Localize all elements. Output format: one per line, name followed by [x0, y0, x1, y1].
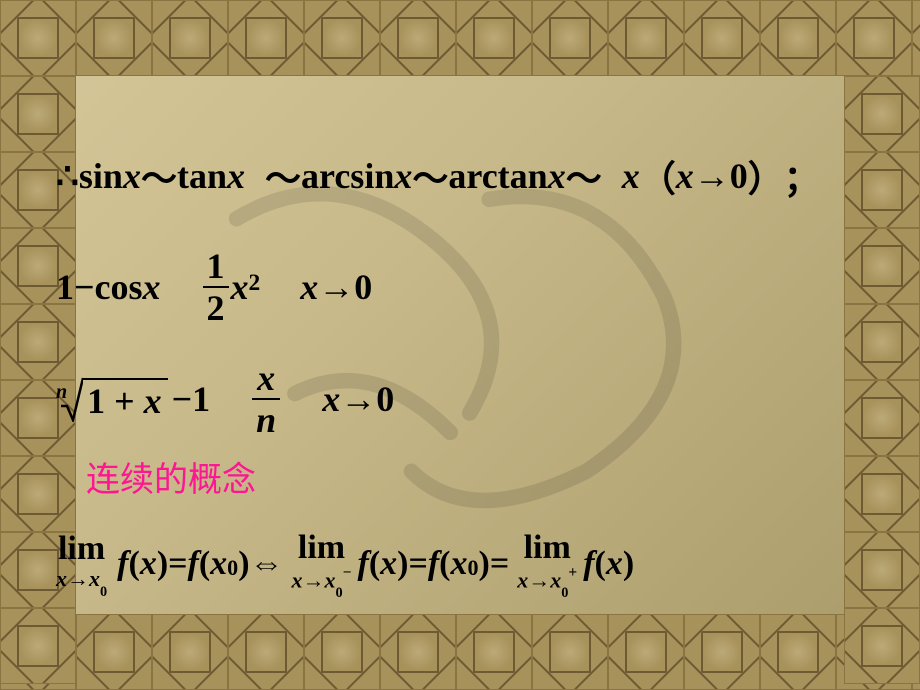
paren: ) [397, 545, 408, 583]
var-x: x [56, 566, 67, 591]
f: f [583, 545, 594, 583]
root-equiv-line: n 1 + x − 1 x n x→0 [56, 360, 864, 438]
border-top [0, 0, 920, 76]
minus: − [74, 266, 95, 308]
exponent: 2 [249, 270, 261, 297]
paren: ) [157, 545, 168, 583]
paren: ( [369, 545, 380, 583]
arrow: → [318, 266, 354, 308]
plus: + [568, 564, 577, 581]
equals: = [490, 545, 509, 583]
var-x: x [231, 266, 249, 308]
var-x: x [325, 567, 336, 592]
zero: 0 [227, 555, 238, 581]
f: f [357, 545, 368, 583]
tilde: ～ [566, 150, 602, 202]
sin: sin [79, 155, 123, 197]
one: 1 [87, 381, 105, 421]
lim-op: lim [298, 531, 345, 565]
zero: 0 [730, 155, 748, 197]
paren: ( [128, 545, 139, 583]
continuity-heading: 连续的概念 [86, 452, 864, 501]
f: f [188, 545, 199, 583]
var-x: x [322, 378, 340, 420]
arrow: → [340, 378, 376, 420]
semicolon: ； [784, 150, 820, 202]
equals: = [408, 545, 427, 583]
var-x: x [451, 545, 468, 583]
var-x: x [606, 545, 623, 583]
limit-left: lim x→x0− [292, 531, 352, 596]
denominator: n [252, 398, 280, 438]
radical-icon [61, 376, 83, 422]
numerator: x [253, 360, 279, 398]
nth-root: n 1 + x [56, 376, 168, 422]
zero: 0 [468, 555, 479, 581]
arrow: → [694, 155, 730, 197]
minus: − [172, 378, 193, 420]
iff: ⇔ [250, 545, 284, 583]
paren-open: （ [640, 150, 676, 202]
f: f [428, 545, 439, 583]
var-x: x [622, 155, 640, 197]
var-x: x [210, 545, 227, 583]
var-x: x [227, 155, 245, 197]
border-bottom [0, 614, 920, 690]
arcsin: arcsin [301, 155, 394, 197]
var-x: x [300, 266, 318, 308]
limit-right: lim x→x0+ [517, 531, 577, 596]
arrow: → [67, 566, 89, 591]
tilde: ～ [412, 150, 448, 202]
var-x: x [550, 567, 561, 592]
cos-equiv-line: 1 − cos x 1 2 x2 x→0 [56, 248, 864, 326]
paren: ( [199, 545, 210, 583]
one: 1 [56, 266, 74, 308]
paren: ) [623, 545, 634, 583]
var-x: x [89, 566, 100, 591]
limit: lim x→x0 [56, 532, 107, 595]
paren-close: ） [748, 150, 784, 202]
var-x: x [380, 545, 397, 583]
therefore-symbol: ∴ [56, 155, 79, 197]
tilde: ～ [141, 150, 177, 202]
var-x: x [676, 155, 694, 197]
paren: ( [439, 545, 450, 583]
tan: tan [177, 155, 227, 197]
var-x: x [144, 381, 162, 421]
f: f [117, 545, 128, 583]
lim-op: lim [58, 532, 105, 566]
zero: 0 [336, 585, 343, 601]
tilde: ～ [265, 150, 301, 202]
numerator: 1 [203, 248, 229, 286]
continuity-definition: lim x→x0 f(x) = f(x0) ⇔ lim x→x0− f(x) =… [56, 531, 864, 596]
zero: 0 [376, 378, 394, 420]
arctan: arctan [448, 155, 547, 197]
minus: − [343, 564, 352, 581]
x-over-n: x n [252, 360, 280, 438]
slide-content: ∴ sinx ～ tanx ～ arcsinx ～ arctanx ～ x （ … [56, 150, 864, 610]
paren: ( [595, 545, 606, 583]
denominator: 2 [203, 286, 229, 326]
arrow: → [303, 567, 325, 592]
cos: cos [95, 266, 143, 308]
paren: ) [479, 545, 490, 583]
equals: = [168, 545, 187, 583]
half-fraction: 1 2 [203, 248, 229, 326]
var-x: x [394, 155, 412, 197]
lim-op: lim [524, 531, 571, 565]
arrow: → [528, 567, 550, 592]
var-x: x [123, 155, 141, 197]
zero: 0 [100, 584, 107, 600]
var-x: x [140, 545, 157, 583]
paren: ) [238, 545, 249, 583]
var-x: x [292, 567, 303, 592]
var-x: x [143, 266, 161, 308]
zero: 0 [561, 585, 568, 601]
var-x: x [548, 155, 566, 197]
zero: 0 [354, 266, 372, 308]
plus: + [114, 381, 135, 421]
one: 1 [192, 378, 210, 420]
var-x: x [517, 567, 528, 592]
equiv-infinitesimal-line: ∴ sinx ～ tanx ～ arcsinx ～ arctanx ～ x （ … [56, 150, 864, 202]
